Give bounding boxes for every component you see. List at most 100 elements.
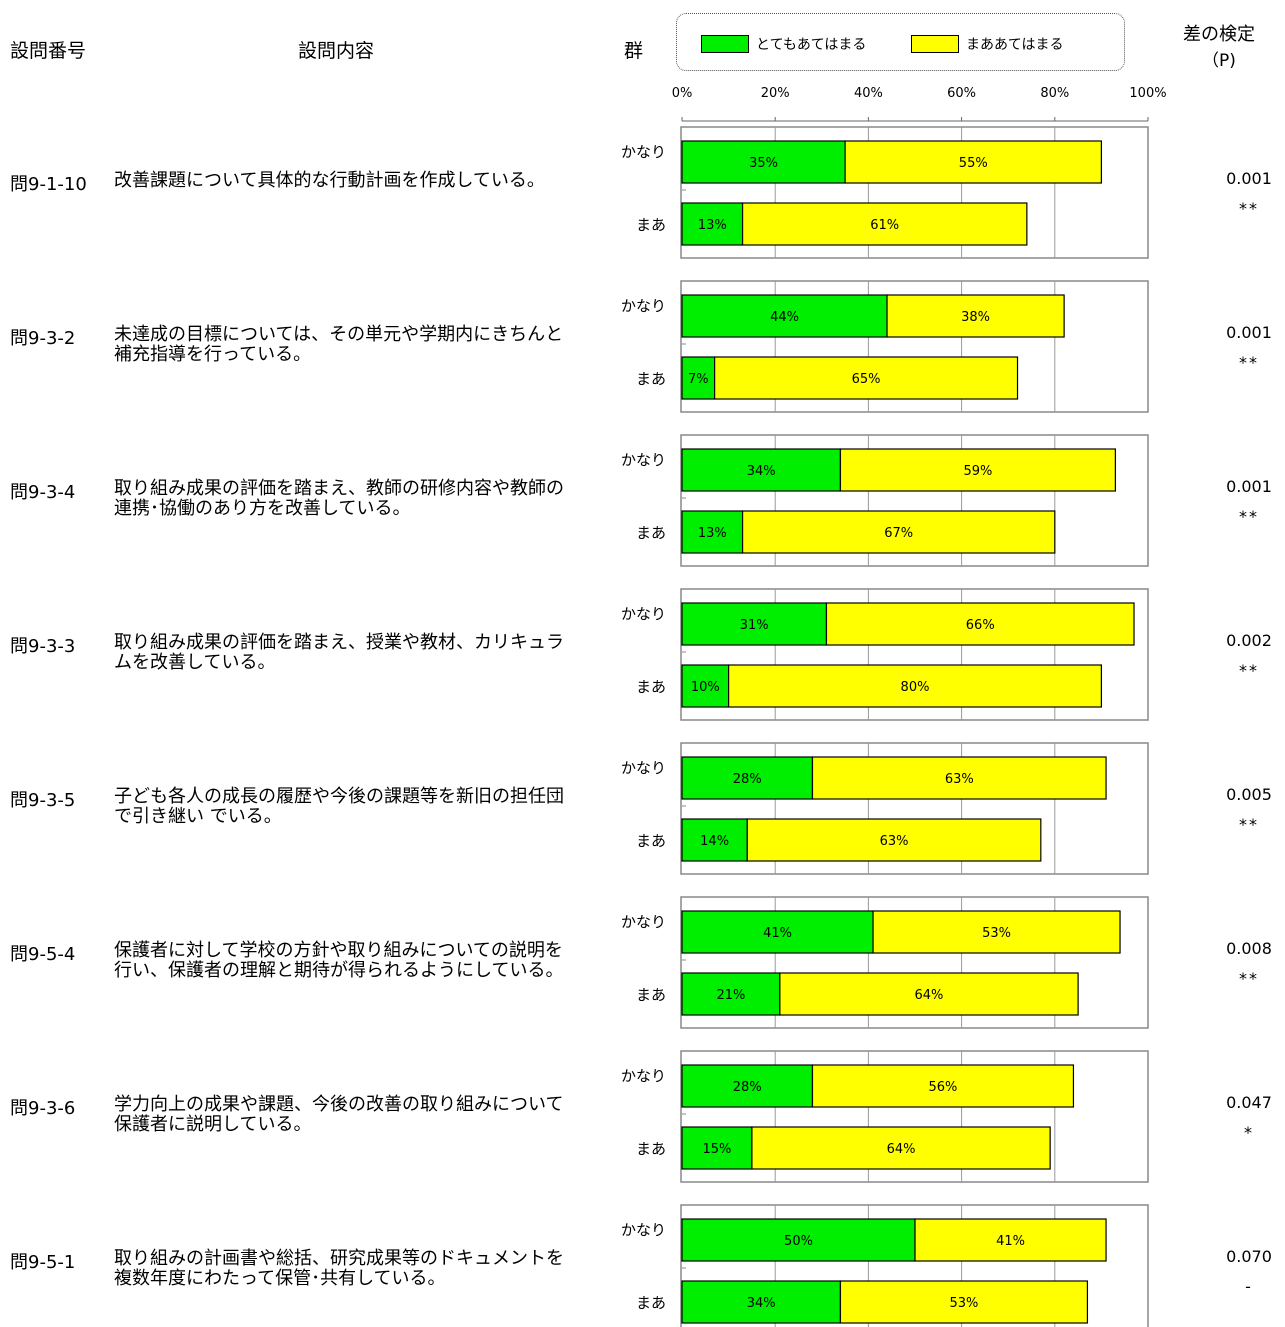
bar-segment-2 (741, 202, 1028, 246)
significance-mark: ** (1239, 507, 1259, 526)
data-label: 56% (929, 1080, 958, 1095)
bar-segment-2 (746, 818, 1042, 862)
data-label: 65% (852, 372, 881, 387)
x-tick-label: 100% (1129, 86, 1167, 101)
group-label: かなり (620, 297, 666, 315)
x-tick-label: 40% (853, 86, 883, 101)
data-label: 50% (784, 1234, 813, 1249)
significance-mark: ** (1239, 969, 1259, 988)
bar-segment-2 (751, 1126, 1051, 1170)
group-label: かなり (620, 451, 666, 469)
panel-frame (680, 280, 1149, 413)
question-text: 保護者に対して学校の方針や取り組みについての説明を行い、保護者の理解と期待が得ら… (114, 940, 564, 981)
data-label: 44% (770, 310, 799, 325)
data-label: 14% (700, 834, 729, 849)
bar-segment-2 (741, 510, 1056, 554)
group-label: まあ (635, 216, 666, 234)
data-label: 13% (698, 526, 727, 541)
data-label: 63% (880, 834, 909, 849)
data-label: 13% (698, 218, 727, 233)
bar-segment-2 (886, 294, 1065, 338)
group-label: まあ (635, 986, 666, 1004)
header-question-no: 設問番号 (10, 40, 87, 62)
group-label: まあ (635, 1140, 666, 1158)
bar-segment-1 (681, 356, 716, 400)
data-label: 55% (959, 156, 988, 171)
x-tick-label: 80% (1040, 86, 1070, 101)
legend: とてもあてはまる まああてはまる (676, 13, 1125, 71)
bar-segment-2 (727, 664, 1102, 708)
question-id: 問9-5-1 (10, 1252, 76, 1273)
data-label: 28% (733, 1080, 762, 1095)
bar-segment-2 (714, 356, 1019, 400)
significance-mark: ** (1239, 815, 1259, 834)
group-label: まあ (635, 524, 666, 542)
bar-segment-1 (681, 140, 846, 184)
p-value: 0.001 (1226, 477, 1272, 496)
data-label: 34% (747, 464, 776, 479)
data-label: 21% (716, 988, 745, 1003)
significance-mark: ** (1239, 661, 1259, 680)
panel-frame (680, 1204, 1149, 1327)
bar-segment-1 (681, 664, 730, 708)
bar-segment-1 (681, 602, 828, 646)
data-label: 59% (963, 464, 992, 479)
group-label: かなり (620, 913, 666, 931)
question-id: 問9-3-2 (10, 328, 76, 349)
legend-item-2: まああてはまる (911, 34, 1063, 54)
question-id: 問9-3-5 (10, 790, 76, 811)
group-label: まあ (635, 370, 666, 388)
question-text: 未達成の目標については、その単元や学期内にきちんと補充指導を行っている。 (114, 324, 564, 365)
data-label: 41% (763, 926, 792, 941)
header-test-unit: （P) (1202, 51, 1236, 71)
bar-segment-1 (681, 1280, 842, 1324)
data-label: 66% (966, 618, 995, 633)
group-label: かなり (620, 605, 666, 623)
p-value: 0.005 (1226, 785, 1272, 804)
p-value: 0.002 (1226, 631, 1272, 650)
p-value: 0.001 (1226, 169, 1272, 188)
group-label: かなり (620, 1221, 666, 1239)
x-tick-label: 0% (671, 86, 693, 101)
question-text: 改善課題について具体的な行動計画を作成している。 (114, 170, 545, 191)
data-label: 63% (945, 772, 974, 787)
p-value: 0.070 (1226, 1247, 1272, 1266)
legend-label-2: まああてはまる (966, 37, 1064, 53)
bar-segment-2 (811, 756, 1107, 800)
data-label: 64% (887, 1142, 916, 1157)
bar-segment-1 (681, 818, 748, 862)
significance-mark: ** (1239, 353, 1259, 372)
data-label: 64% (915, 988, 944, 1003)
group-label: まあ (635, 1294, 666, 1312)
data-label: 7% (688, 372, 709, 387)
bar-segment-2 (811, 1064, 1075, 1108)
bar-segment-1 (681, 756, 814, 800)
data-label: 10% (691, 680, 720, 695)
panel-frame (680, 126, 1149, 259)
question-text: 子ども各人の成長の履歴や今後の課題等を新旧の担任団で引き継い でいる。 (114, 786, 564, 827)
panel-frame (680, 1050, 1149, 1183)
data-label: 61% (870, 218, 899, 233)
bar-segment-2 (914, 1218, 1107, 1262)
question-text: 取り組み成果の評価を踏まえ、教師の研修内容や教師の連携･協働のあり方を改善してい… (114, 478, 564, 519)
legend-item-1: とてもあてはまる (701, 34, 866, 54)
x-tick-label: 20% (760, 86, 790, 101)
header-question-content: 設問内容 (298, 40, 375, 62)
x-tick-label: 60% (947, 86, 977, 101)
data-label: 53% (982, 926, 1011, 941)
bar-segment-1 (681, 972, 781, 1016)
question-id: 問9-1-10 (10, 174, 87, 195)
group-label: まあ (635, 678, 666, 696)
group-label: かなり (620, 759, 666, 777)
panel-frame (680, 896, 1149, 1029)
header-group: 群 (624, 40, 644, 62)
legend-swatch-1 (701, 35, 749, 53)
data-label: 34% (747, 1296, 776, 1311)
panel-frame (680, 742, 1149, 875)
question-id: 問9-5-4 (10, 944, 76, 965)
question-id: 問9-3-6 (10, 1098, 76, 1119)
bar-segment-2 (825, 602, 1135, 646)
significance-mark: - (1245, 1277, 1253, 1296)
data-label: 31% (740, 618, 769, 633)
